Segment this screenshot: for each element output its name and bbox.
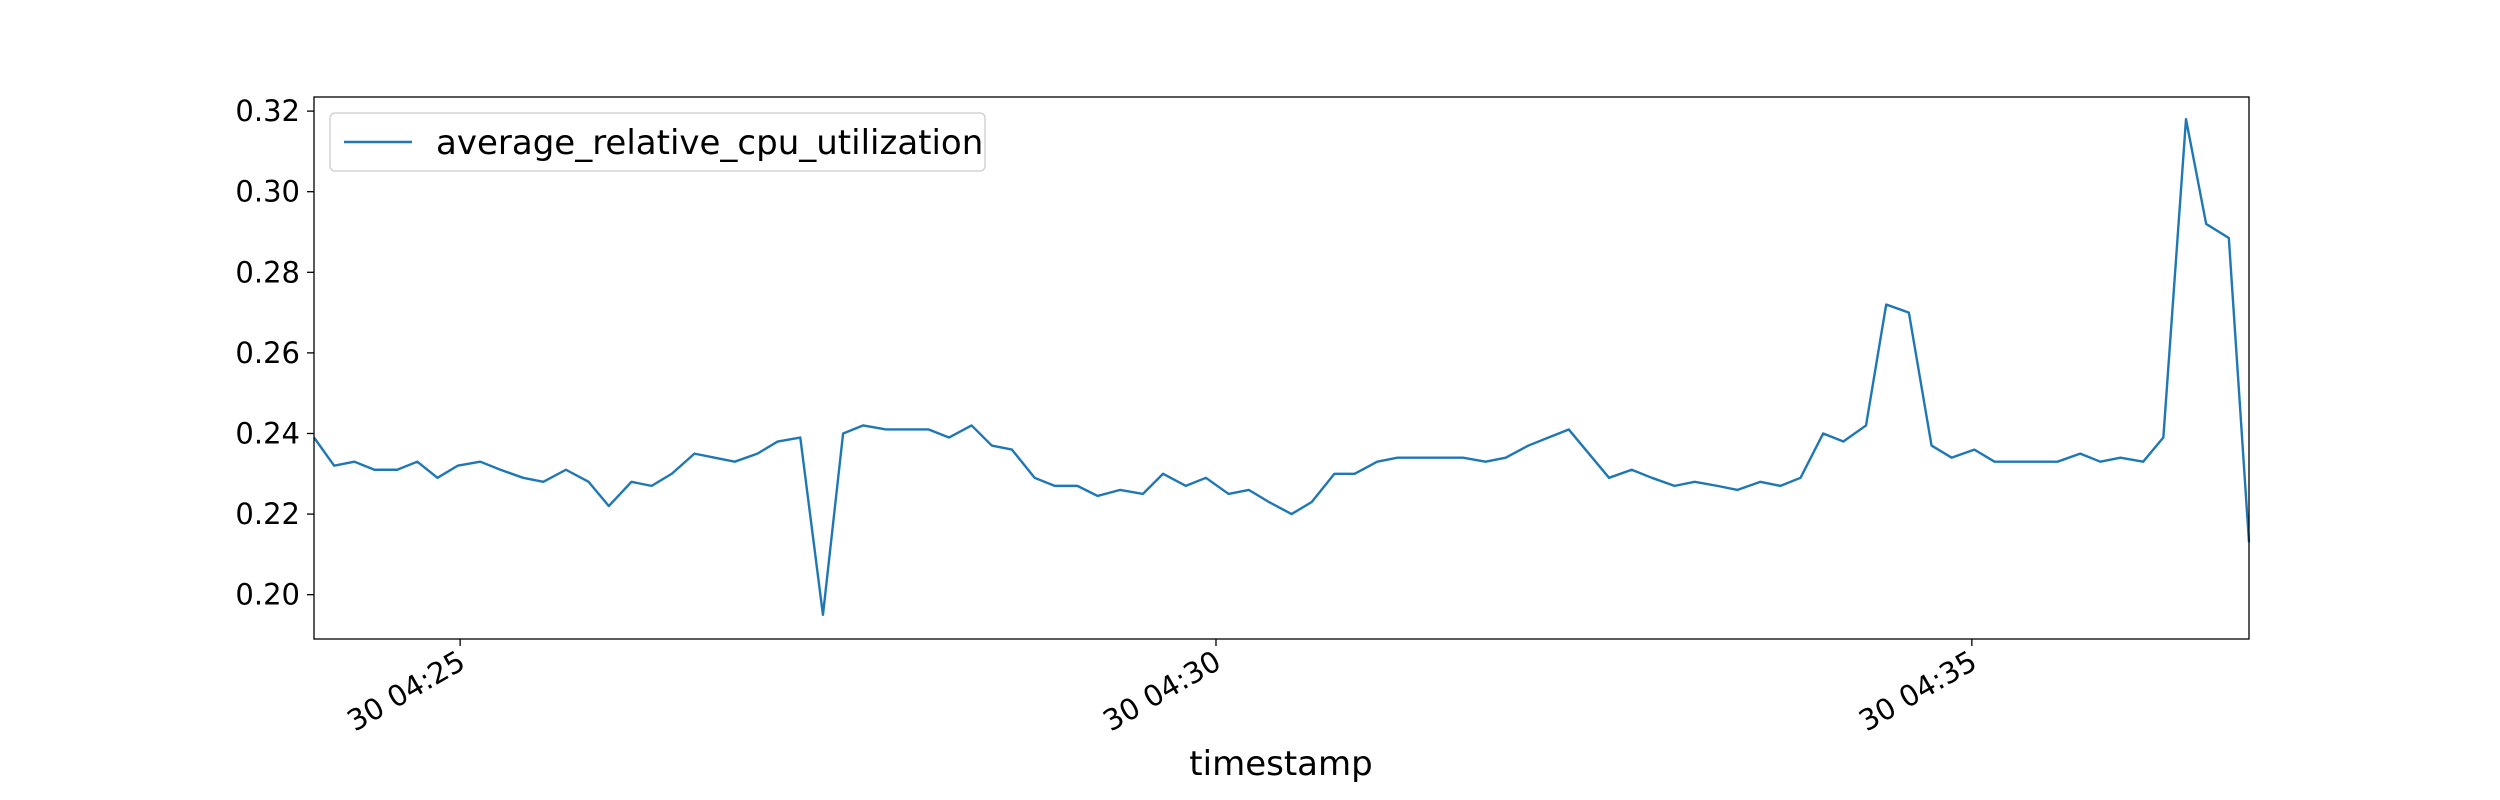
y-tick-label: 0.28: [235, 255, 300, 289]
x-axis-label: timestamp: [1189, 744, 1372, 784]
y-tick-label: 0.26: [235, 336, 300, 370]
x-tick-label: 30 04:30: [1097, 644, 1226, 738]
y-tick-label: 0.22: [235, 497, 300, 531]
legend-label: average_relative_cpu_utilization: [436, 123, 983, 163]
x-tick-label: 30 04:35: [1853, 644, 1982, 738]
x-tick-label: 30 04:25: [341, 644, 470, 738]
y-tick-label: 0.30: [235, 175, 300, 209]
y-tick-label: 0.24: [235, 416, 300, 450]
data-line: [313, 117, 2251, 617]
legend-box: [329, 112, 986, 172]
y-tick-label: 0.20: [235, 578, 300, 612]
y-tick-label: 0.32: [235, 94, 300, 128]
plot-frame: [313, 96, 2250, 640]
